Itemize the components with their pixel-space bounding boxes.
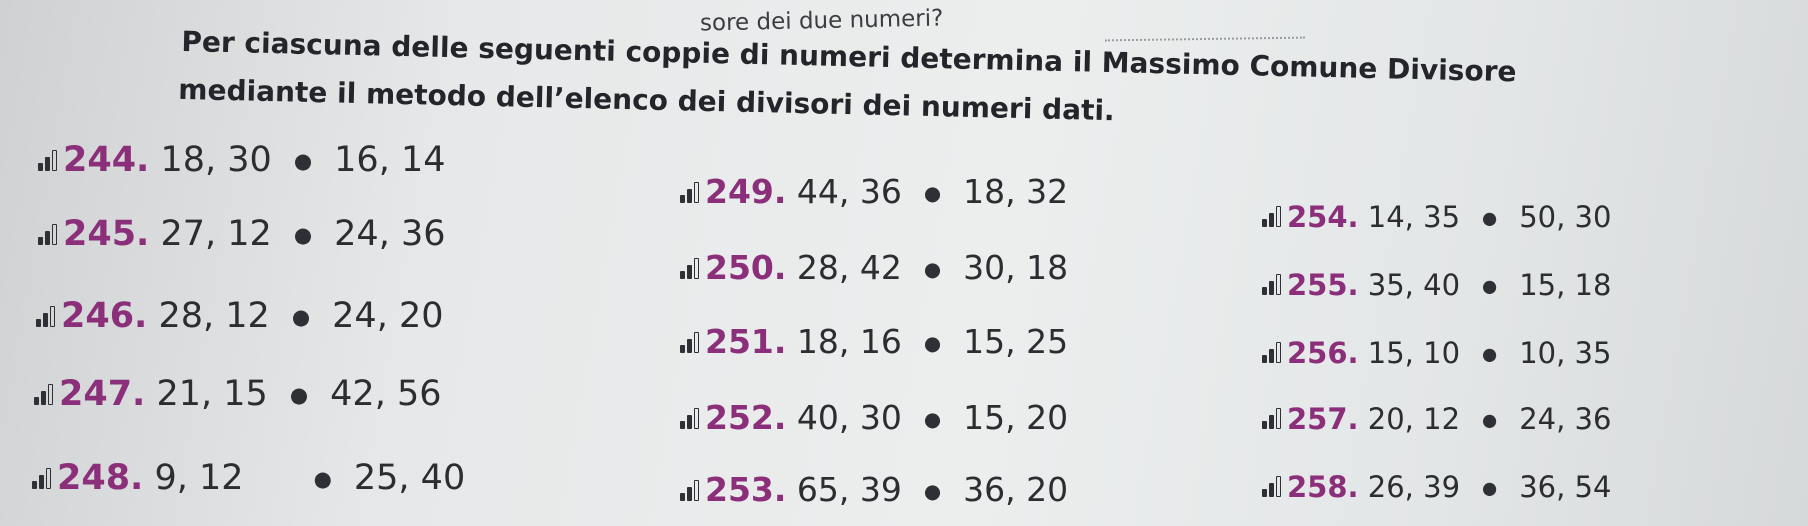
bullet-icon: ● [293, 149, 313, 173]
number-pair-a: 15, 10 [1367, 336, 1461, 370]
number-pair-b: 24, 36 [334, 214, 446, 254]
number-pair-a: 28, 12 [158, 296, 270, 336]
number-pair-a: 27, 12 [160, 214, 272, 254]
bullet-icon: ● [923, 182, 942, 205]
difficulty-icon [680, 479, 699, 501]
exercise-number: 250. [705, 248, 787, 287]
difficulty-icon [680, 331, 699, 353]
bullet-icon: ● [1482, 345, 1498, 365]
number-pair-a: 18, 30 [160, 140, 272, 180]
exercise-number: 253. [705, 470, 787, 509]
exercise-248: 248. 9, 12 ● 25, 40 [32, 458, 465, 498]
exercise-258: 258. 26, 39 ● 36, 54 [1262, 470, 1611, 504]
number-pair-b: 15, 25 [963, 322, 1069, 361]
exercise-number: 245. [63, 214, 150, 254]
number-pair-b: 36, 54 [1519, 470, 1612, 504]
bullet-icon: ● [313, 467, 332, 491]
exercise-244: 244. 18, 30 ● 16, 14 [38, 140, 445, 180]
bullet-icon: ● [1482, 479, 1498, 499]
exercise-number: 249. [705, 172, 787, 211]
exercise-256: 256. 15, 10 ● 10, 35 [1262, 336, 1611, 370]
number-pair-a: 44, 36 [796, 172, 902, 211]
number-pair-b: 15, 20 [963, 398, 1069, 437]
number-pair-a: 14, 35 [1367, 200, 1461, 234]
bullet-icon: ● [923, 332, 942, 355]
number-pair-a: 20, 12 [1367, 402, 1461, 436]
difficulty-icon [680, 407, 699, 429]
exercise-249: 249. 44, 36 ● 18, 32 [680, 172, 1068, 211]
bullet-icon: ● [293, 223, 313, 247]
exercise-251: 251. 18, 16 ● 15, 25 [680, 322, 1068, 361]
exercise-number: 252. [705, 398, 787, 437]
number-pair-a: 40, 30 [796, 398, 902, 437]
number-pair-b: 24, 20 [332, 296, 444, 336]
difficulty-icon [36, 305, 55, 327]
difficulty-icon [1262, 205, 1281, 227]
number-pair-b: 18, 32 [963, 172, 1069, 211]
exercise-247: 247. 21, 15 ● 42, 56 [34, 374, 441, 414]
number-pair-b: 25, 40 [353, 458, 466, 498]
number-pair-a: 18, 16 [796, 322, 902, 361]
difficulty-icon [34, 383, 53, 405]
bullet-icon: ● [1482, 209, 1498, 229]
exercise-246: 246. 28, 12 ● 24, 20 [36, 296, 443, 336]
bullet-icon: ● [923, 258, 942, 281]
number-pair-b: 30, 18 [963, 248, 1069, 287]
instructions-heading: Per ciascuna delle seguenti coppie di nu… [178, 18, 1742, 149]
bullet-icon: ● [923, 480, 942, 503]
number-pair-b: 15, 18 [1519, 268, 1612, 302]
exercise-number: 244. [63, 140, 150, 180]
number-pair-a: 21, 15 [156, 374, 268, 414]
bullet-icon: ● [1482, 411, 1498, 431]
exercise-number: 255. [1287, 268, 1359, 302]
number-pair-a: 26, 39 [1367, 470, 1461, 504]
bullet-icon: ● [1482, 277, 1498, 297]
exercise-number: 257. [1287, 402, 1359, 436]
number-pair-b: 50, 30 [1519, 200, 1612, 234]
number-pair-a: 35, 40 [1367, 268, 1461, 302]
exercise-254: 254. 14, 35 ● 50, 30 [1262, 200, 1611, 234]
exercise-number: 248. [57, 458, 144, 498]
difficulty-icon [1262, 341, 1281, 363]
exercise-number: 256. [1287, 336, 1359, 370]
difficulty-icon [680, 257, 699, 279]
difficulty-icon [1262, 407, 1281, 429]
bullet-icon: ● [289, 383, 309, 407]
exercise-250: 250. 28, 42 ● 30, 18 [680, 248, 1068, 287]
exercise-number: 247. [59, 374, 146, 414]
number-pair-a: 28, 42 [796, 248, 902, 287]
exercise-257: 257. 20, 12 ● 24, 36 [1262, 402, 1611, 436]
difficulty-icon [680, 181, 699, 203]
number-pair-a: 65, 39 [796, 470, 902, 509]
exercise-255: 255. 35, 40 ● 15, 18 [1262, 268, 1611, 302]
difficulty-icon [32, 467, 51, 489]
difficulty-icon [1262, 273, 1281, 295]
number-pair-b: 16, 14 [334, 140, 446, 180]
exercise-252: 252. 40, 30 ● 15, 20 [680, 398, 1068, 437]
number-pair-b: 24, 36 [1519, 402, 1612, 436]
exercise-245: 245. 27, 12 ● 24, 36 [38, 214, 445, 254]
exercise-number: 254. [1287, 200, 1359, 234]
number-pair-b: 36, 20 [963, 470, 1069, 509]
exercise-number: 251. [705, 322, 787, 361]
bullet-icon: ● [291, 305, 311, 329]
difficulty-icon [38, 149, 57, 171]
number-pair-b: 42, 56 [330, 374, 442, 414]
exercise-number: 246. [61, 296, 148, 336]
difficulty-icon [38, 223, 57, 245]
exercise-253: 253. 65, 39 ● 36, 20 [680, 470, 1068, 509]
bullet-icon: ● [923, 408, 942, 431]
difficulty-icon [1262, 475, 1281, 497]
number-pair-b: 10, 35 [1519, 336, 1612, 370]
exercise-number: 258. [1287, 470, 1359, 504]
number-pair-a: 9, 12 [154, 458, 244, 498]
